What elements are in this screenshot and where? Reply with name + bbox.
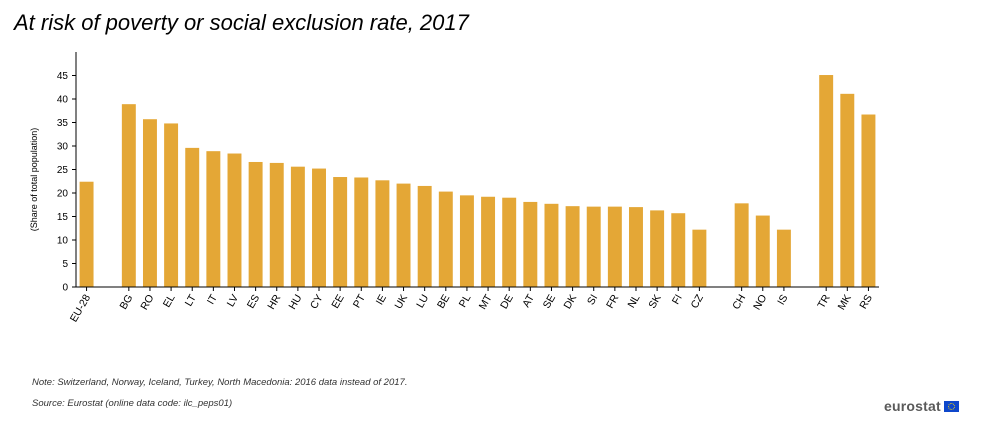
y-axis-label: (Share of total population) xyxy=(29,128,39,232)
x-tick-label: MT xyxy=(477,292,495,312)
x-tick-label: TR xyxy=(815,292,833,310)
x-tick-label: MK xyxy=(836,293,854,313)
x-tick-label: RO xyxy=(138,293,156,313)
x-tick-label: PL xyxy=(457,292,474,309)
y-tick-label: 0 xyxy=(62,283,68,294)
bar-ch xyxy=(734,203,749,287)
y-tick-label: 5 xyxy=(62,259,68,270)
x-tick-label: CY xyxy=(308,293,326,312)
y-tick-label: 10 xyxy=(57,236,69,247)
x-tick-label: PT xyxy=(351,292,368,310)
bar-nl xyxy=(629,207,643,287)
bar-pl xyxy=(459,195,474,287)
bar-sk xyxy=(650,210,665,287)
x-tick-label: SE xyxy=(541,293,558,311)
bar-cy xyxy=(312,168,326,287)
bar-cz xyxy=(692,229,707,287)
x-tick-label: DK xyxy=(562,293,580,312)
x-tick-label: NL xyxy=(625,292,642,310)
y-tick-label: 20 xyxy=(57,189,69,200)
eu-flag-icon xyxy=(943,400,959,412)
chart-source: Source: Eurostat (online data code: ilc_… xyxy=(32,398,233,409)
eurostat-logo: eurostat xyxy=(884,398,959,414)
x-tick-label: BE xyxy=(435,293,452,311)
x-tick-label: IE xyxy=(374,293,389,308)
x-tick-label: EU-28 xyxy=(68,292,93,324)
bar-lu xyxy=(417,185,432,287)
bar-si xyxy=(586,206,601,287)
x-tick-label: CZ xyxy=(689,292,707,311)
y-tick-label: 30 xyxy=(57,142,69,153)
x-tick-label: IT xyxy=(205,292,220,307)
x-tick-label: CH xyxy=(730,293,748,312)
bar-mt xyxy=(481,196,496,287)
x-tick-label: DE xyxy=(498,293,516,312)
x-tick-label: BG xyxy=(117,293,135,312)
chart-title: At risk of poverty or social exclusion r… xyxy=(14,10,469,35)
x-tick-label: LT xyxy=(183,292,199,308)
chart-note: Note: Switzerland, Norway, Iceland, Turk… xyxy=(32,377,408,388)
bar-pt xyxy=(354,177,369,287)
bar-ee xyxy=(333,177,348,287)
bar-at xyxy=(523,201,538,287)
bar-rs xyxy=(861,114,876,287)
x-tick-label: EL xyxy=(161,292,178,309)
x-tick-label: NO xyxy=(751,293,769,313)
x-tick-label: SI xyxy=(585,293,600,308)
bar-chart: 0 5 10 15 20 25 30 35 40 45 (Share of total popula… xyxy=(29,52,879,324)
bar-de xyxy=(502,197,517,287)
x-tick-label: ES xyxy=(245,293,262,311)
y-tick-label: 40 xyxy=(57,95,69,106)
bar-no xyxy=(755,215,770,287)
bar-be xyxy=(438,191,453,287)
x-tick-label: FI xyxy=(670,293,685,307)
x-tick-label: SK xyxy=(646,293,663,311)
x-tick-label: LU xyxy=(414,293,431,311)
x-tick-label: RS xyxy=(857,293,875,312)
bar-bg xyxy=(121,104,136,287)
bar-is xyxy=(776,229,791,287)
bar-se xyxy=(544,203,559,287)
brand-name: eurostat xyxy=(884,398,941,414)
x-tick-label: EE xyxy=(329,293,346,311)
bar-es xyxy=(248,161,263,287)
x-tick-label: HR xyxy=(265,292,283,311)
y-tick-label: 25 xyxy=(57,165,69,176)
bar-mk xyxy=(840,93,855,287)
bar-lv xyxy=(227,153,242,287)
x-tick-label: FR xyxy=(604,292,622,310)
bar-fr xyxy=(607,206,622,287)
x-tick-label: IS xyxy=(775,293,790,308)
bar-ie xyxy=(375,180,390,287)
bar-fi xyxy=(671,213,686,287)
bar-it xyxy=(206,151,221,287)
bar-el xyxy=(164,123,179,287)
y-tick-label: 35 xyxy=(57,118,69,129)
x-tick-label: HU xyxy=(287,293,305,312)
bar-uk xyxy=(396,183,411,287)
bar-ro xyxy=(142,119,157,288)
x-tick-label: UK xyxy=(392,293,410,312)
bar-tr xyxy=(819,75,834,287)
bar-dk xyxy=(565,206,580,287)
x-tick-label: LV xyxy=(225,293,241,309)
bar-hr xyxy=(269,162,284,287)
y-tick-label: 45 xyxy=(57,71,69,82)
y-tick-label: 15 xyxy=(57,212,69,223)
bar-hu xyxy=(290,166,305,287)
bar-lt xyxy=(185,147,200,287)
bar-eu-28 xyxy=(79,181,94,287)
x-tick-label: AT xyxy=(520,292,537,309)
